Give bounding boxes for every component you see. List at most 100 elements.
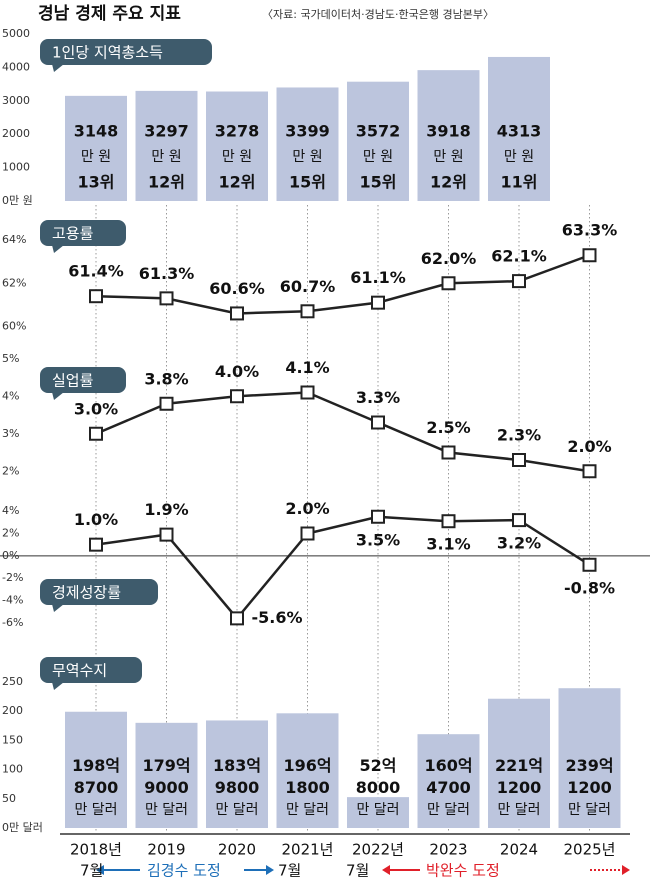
unit-label: 만 달러 xyxy=(356,802,399,818)
bar xyxy=(347,81,409,201)
value-label: 2.0% xyxy=(567,437,611,456)
x-tick-label: 2024 xyxy=(500,841,538,859)
unit-label: 만 원 xyxy=(151,149,181,165)
y-tick-label: 5% xyxy=(2,352,19,365)
marker xyxy=(582,248,597,263)
section-title: 무역수지 xyxy=(52,662,107,680)
value-label: 3278 xyxy=(215,122,260,141)
unit-label: 만 원 xyxy=(81,149,111,165)
y-tick-label: 150 xyxy=(2,733,23,746)
value-label: 4313 xyxy=(497,122,542,141)
y-tick-label: 4% xyxy=(2,504,19,517)
unit-label: 만 원 xyxy=(433,149,463,165)
bar xyxy=(65,711,127,828)
rank-label: 12위 xyxy=(148,173,185,192)
source: 〈자료: 국가데이터처·경남도·한국은행 경남본부〉 xyxy=(262,8,494,21)
marker xyxy=(512,453,526,467)
y-tick-label: 4000 xyxy=(2,60,30,73)
marker xyxy=(371,415,385,430)
rank-label: 12위 xyxy=(219,173,256,192)
bar xyxy=(347,797,409,828)
y-tick-label: 5000 xyxy=(2,27,30,40)
arrow-head xyxy=(266,865,274,875)
bar xyxy=(206,720,268,828)
term-note: 7월 xyxy=(278,862,301,880)
marker xyxy=(371,509,385,524)
term-note: 7월 xyxy=(346,862,369,880)
value-label: 4.1% xyxy=(285,358,329,377)
value-label: 196억 1800 xyxy=(283,756,331,797)
value-label: 221억 1200 xyxy=(495,756,543,797)
marker xyxy=(582,464,597,479)
value-label: 183억 9800 xyxy=(213,756,261,797)
marker xyxy=(441,514,456,529)
unit-label: 만 원 xyxy=(363,149,393,165)
line xyxy=(95,515,591,621)
x-tick-label: 2022년 xyxy=(352,841,404,859)
section-tag xyxy=(40,39,212,65)
bar xyxy=(135,722,198,828)
section-tag xyxy=(40,657,142,683)
arrow-head xyxy=(382,865,390,875)
bar xyxy=(417,734,480,828)
unit-label: 만 달러 xyxy=(427,802,470,818)
unit-label: 만 달러 xyxy=(145,802,188,818)
x-tick-label: 2021년 xyxy=(282,841,334,859)
section-tag xyxy=(40,579,158,605)
unit-label: 만 달러 xyxy=(497,802,540,818)
value-label: 198억 8700 xyxy=(72,756,120,797)
y-tick-label: 250 xyxy=(2,675,23,688)
section-title: 고용률 xyxy=(52,225,94,243)
value-label: 2.3% xyxy=(497,426,541,445)
line xyxy=(95,391,590,473)
unit-label: 만 달러 xyxy=(286,802,329,818)
y-tick-label: -6% xyxy=(2,616,23,629)
y-tick-label: 50 xyxy=(2,792,16,805)
value-label: 3.5% xyxy=(356,530,400,549)
value-label: 60.6% xyxy=(209,279,265,298)
value-label: 62.0% xyxy=(421,249,477,268)
value-label: 3.0% xyxy=(74,399,118,418)
x-tick-label: 2019 xyxy=(147,841,185,859)
value-label: -5.6% xyxy=(251,608,302,627)
title: 경남 경제 주요 지표 xyxy=(38,4,181,24)
y-tick-label: -4% xyxy=(2,594,23,607)
rank-label: 15위 xyxy=(289,173,326,192)
section-tag-tail xyxy=(52,682,64,690)
term-note: 박완수 도정 xyxy=(426,862,500,880)
marker xyxy=(300,304,315,319)
value-label: 2.5% xyxy=(426,418,470,437)
unit-label: 만 달러 xyxy=(568,802,611,818)
section-tag-tail xyxy=(52,245,64,253)
y-tick-label: 200 xyxy=(2,704,23,717)
y-tick-label: 1000 xyxy=(2,161,30,174)
rank-label: 13위 xyxy=(78,173,115,192)
value-label: 3399 xyxy=(285,122,330,141)
rank-label: 15위 xyxy=(360,173,397,192)
value-label: 3918 xyxy=(426,122,471,141)
y-tick-label: 3000 xyxy=(2,94,30,107)
section-tag xyxy=(40,367,126,393)
value-label: 3297 xyxy=(144,122,189,141)
marker xyxy=(159,396,174,411)
x-tick-label: 2025년 xyxy=(564,841,616,859)
y-tick-label: 4% xyxy=(2,389,19,402)
bar xyxy=(417,70,480,202)
value-label: 239억 1200 xyxy=(565,756,613,797)
y-tick-label: 64% xyxy=(2,233,26,246)
value-label: 60.7% xyxy=(280,277,336,296)
y-tick-label: 2000 xyxy=(2,127,30,140)
value-label: -0.8% xyxy=(564,578,615,597)
line xyxy=(95,254,590,315)
x-tick-label: 2023 xyxy=(429,841,467,859)
marker xyxy=(89,537,103,552)
marker xyxy=(441,276,456,291)
bar xyxy=(276,87,339,201)
value-label: 2.0% xyxy=(285,499,329,518)
value-label: 61.4% xyxy=(68,262,124,281)
rank-label: 12위 xyxy=(430,173,467,192)
bar xyxy=(276,713,339,828)
value-label: 179억 9000 xyxy=(142,756,190,797)
bar xyxy=(135,90,198,201)
